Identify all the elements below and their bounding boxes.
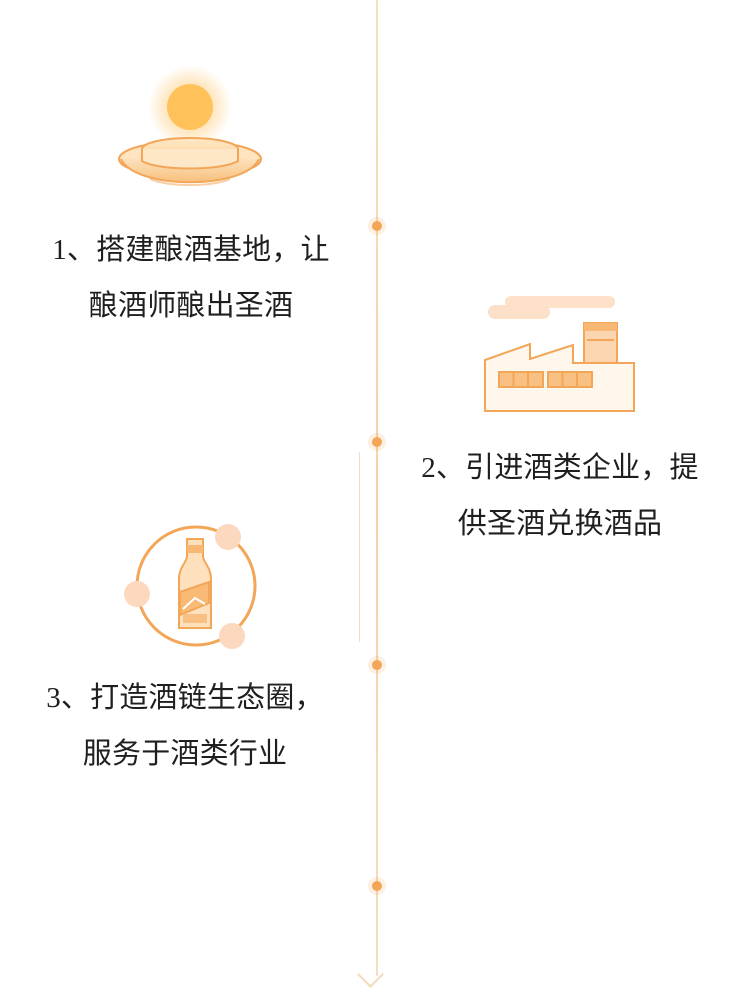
timeline-line bbox=[376, 0, 378, 976]
step-3-description: 3、打造酒链生态圈， 服务于酒类行业 bbox=[42, 670, 328, 782]
timeline-dot-3 bbox=[372, 660, 382, 670]
timeline-secondary-line bbox=[359, 452, 360, 642]
step-2-description: 2、引进酒类企业，提 供圣酒兑换酒品 bbox=[408, 440, 712, 552]
step-2-line-2: 供圣酒兑换酒品 bbox=[457, 508, 663, 540]
liquor-bottle-ecosystem-icon bbox=[122, 520, 268, 651]
timeline-dot-2 bbox=[372, 437, 382, 447]
step-2-line-1: 2、引进酒类企业，提 bbox=[421, 452, 699, 484]
timeline-end-arrow bbox=[357, 961, 384, 988]
step-1-description: 1、搭建酿酒基地，让 酿酒师酿出圣酒 bbox=[44, 222, 338, 334]
factory-icon bbox=[480, 292, 642, 414]
timeline-dot-4 bbox=[372, 881, 382, 891]
step-3-line-2: 服务于酒类行业 bbox=[82, 738, 288, 770]
sun-platform-icon bbox=[110, 65, 270, 200]
step-1-line-1: 1、搭建酿酒基地，让 bbox=[52, 234, 330, 266]
timeline-dot-1 bbox=[372, 221, 382, 231]
step-3-line-1: 3、打造酒链生态圈， bbox=[46, 682, 324, 714]
step-1-line-2: 酿酒师酿出圣酒 bbox=[88, 290, 294, 322]
